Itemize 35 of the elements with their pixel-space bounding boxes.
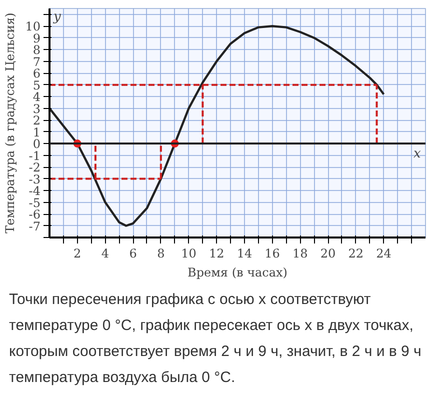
y-tick-label: -3 — [28, 172, 41, 186]
y-tick-label: 5 — [32, 78, 41, 92]
annotation: y — [52, 10, 62, 24]
y-tick-label: -6 — [28, 208, 41, 222]
y-tick-label: 1 — [32, 125, 41, 140]
y-tick-label: 4 — [32, 90, 41, 104]
x-tick-label: 22 — [348, 246, 364, 260]
y-tick-label: 0 — [32, 137, 41, 152]
x-tick-label: 12 — [208, 246, 224, 260]
x-tick-label: 10 — [181, 246, 196, 260]
text: Точки пересечения графика с осью x соответствуют температуре 0 °C, график пересекает ось x в двух точках, которым соответствует время 2 ч и 9 ч, значит, в 2 ч и в 9 ч температура воздуха была 0 °C. — [9, 290, 422, 388]
x-tick-label: 8 — [157, 246, 165, 260]
x-tick-label: 18 — [292, 246, 308, 260]
y-tick-label: 3 — [32, 102, 41, 116]
y-tick-label: -2 — [28, 160, 41, 175]
x-tick-label: 6 — [129, 246, 137, 260]
x-tick-label: 2 — [74, 246, 82, 260]
y-tick-label: -7 — [28, 219, 41, 234]
y-tick-label: 2 — [32, 114, 41, 128]
x-tick-label: 20 — [320, 246, 336, 260]
x-tick-label: 4 — [101, 246, 110, 260]
y-tick-label: 10 — [25, 20, 41, 34]
y-tick-label: 6 — [32, 66, 41, 81]
annotation: x — [414, 146, 422, 162]
x-tick-label: 16 — [264, 246, 280, 260]
y-tick-label: 7 — [32, 54, 41, 69]
y-tick-label: -1 — [28, 148, 41, 163]
y-tick-label: -5 — [28, 196, 41, 210]
y-tick-label: 9 — [32, 31, 41, 46]
y-axis-title: Температура (в градусах Цельсия) — [3, 12, 18, 234]
y-tick-label: 8 — [32, 43, 41, 58]
x-axis-title: Время (в часах) — [188, 266, 288, 280]
x-tick-label: 24 — [376, 246, 392, 260]
x-tick-label: 14 — [236, 246, 252, 260]
y-tick-label: -4 — [28, 184, 41, 198]
